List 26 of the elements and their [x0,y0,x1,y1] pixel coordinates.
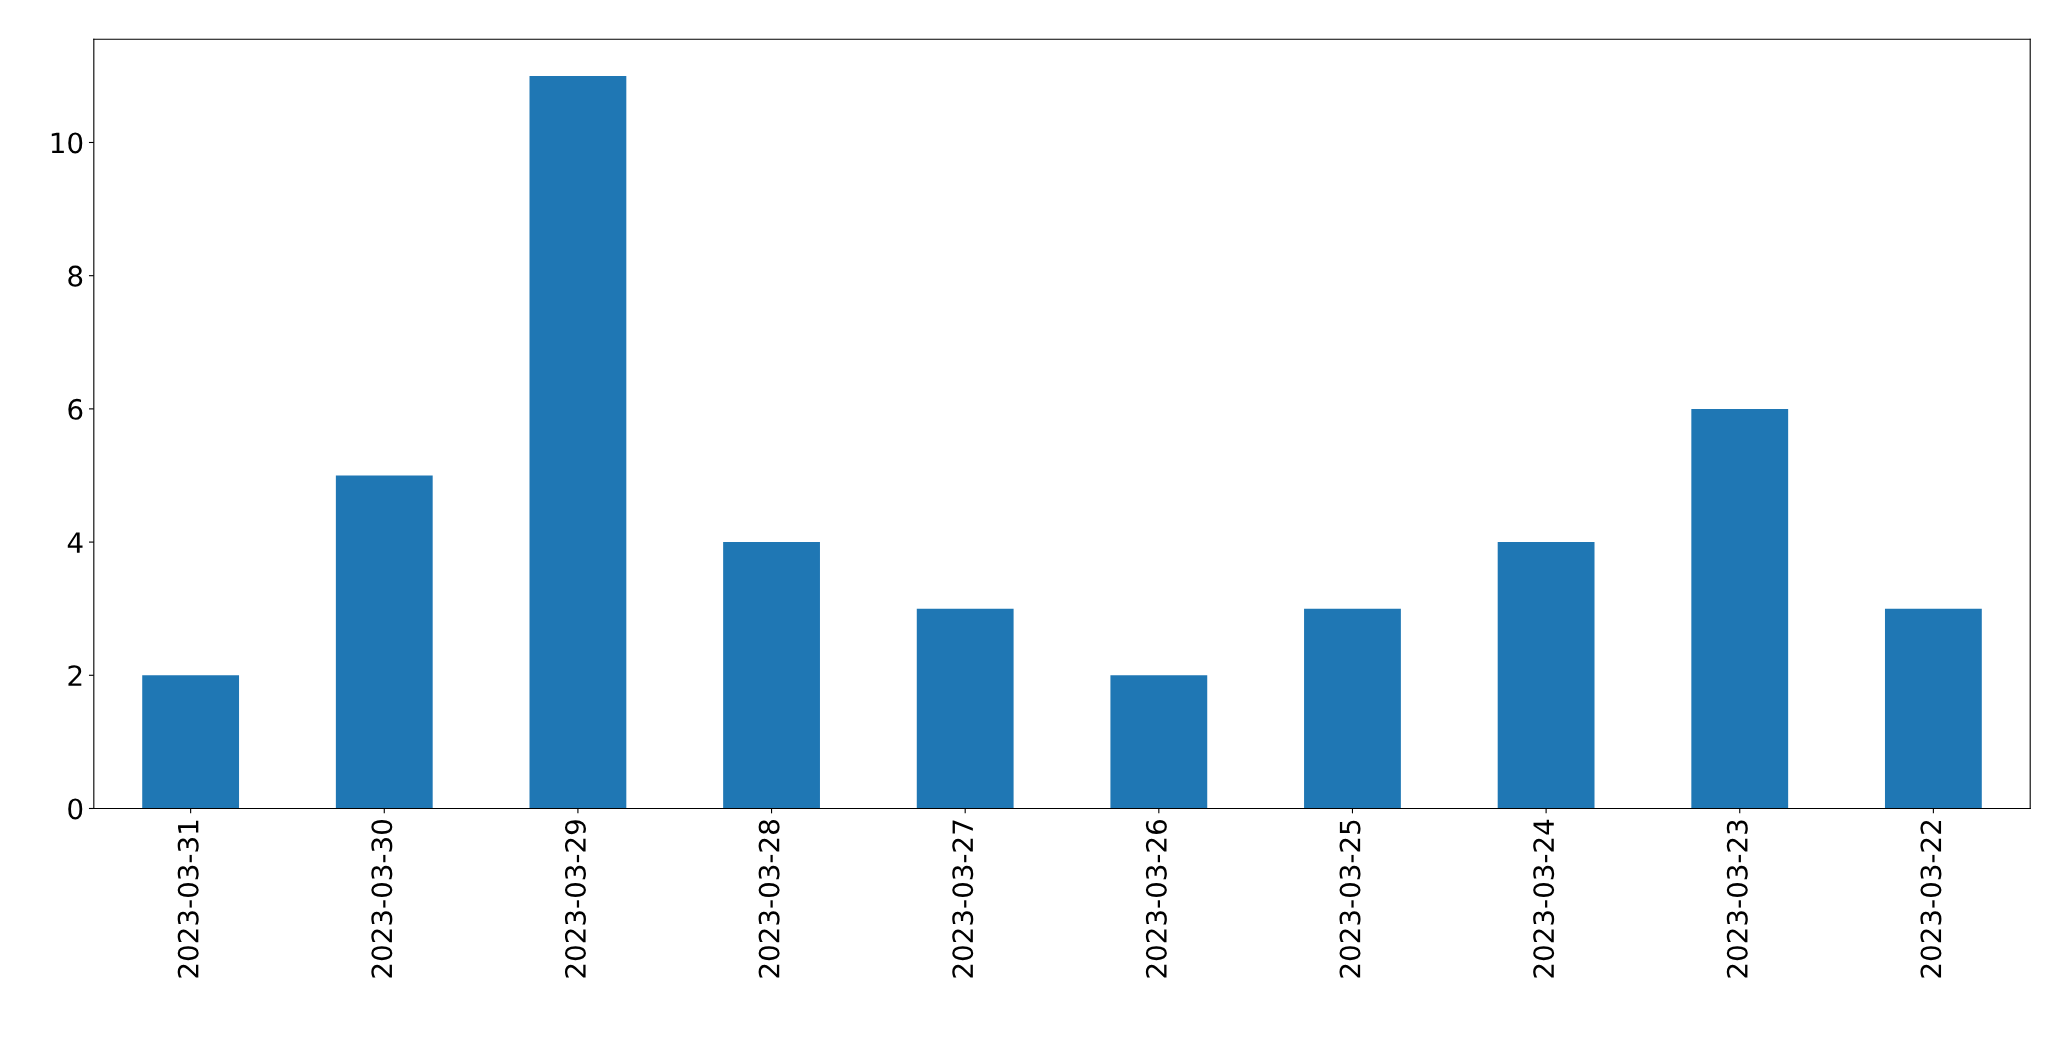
bar [1304,608,1401,809]
x-tick-label: 2023-03-27 [952,820,974,978]
bar [335,475,433,809]
y-tick-label: 4 [67,532,83,553]
y-tick-label: 0 [68,798,83,820]
y-tick-label: 10 [51,132,83,154]
bar [529,75,627,809]
x-tick-label: 2023-03-22 [1920,820,1942,978]
y-tick-label: 6 [68,398,83,420]
x-tick-label: 2023-03-23 [1726,820,1748,978]
x-tick-label: 2023-03-25 [1339,820,1361,978]
x-tick-label: 2023-03-31 [177,820,199,978]
x-tick-label: 2023-03-30 [371,820,393,978]
x-tick-label: 2023-03-26 [1145,819,1167,978]
x-tick-label: 2023-03-29 [564,820,586,978]
bar [1110,675,1208,809]
x-tick-label: 2023-03-28 [758,820,780,978]
bar [1884,608,1982,809]
y-tick-label: 8 [68,265,83,287]
bar [1691,408,1789,809]
y-tick-label: 2 [68,665,82,686]
bar [1497,542,1595,809]
x-tick-label: 2023-03-24 [1533,819,1555,978]
bar [142,675,240,809]
bar [723,542,820,809]
bar [916,608,1014,809]
